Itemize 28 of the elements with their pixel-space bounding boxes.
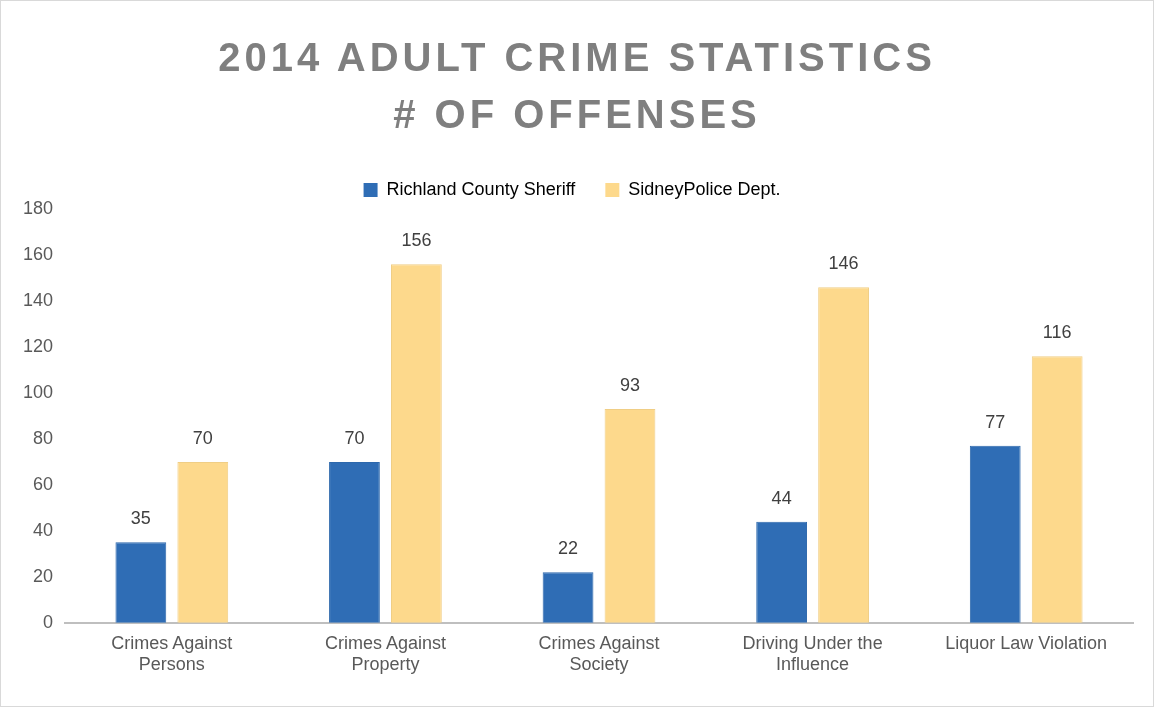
x-tick-label: Driving Under the Influence bbox=[742, 632, 883, 675]
y-tick-label: 120 bbox=[22, 335, 54, 356]
chart-title: 2014 ADULT CRIME STATISTICS # OF OFFENSES bbox=[217, 34, 937, 138]
data-label: 116 bbox=[1042, 322, 1072, 343]
x-tick-label: Crimes Against Society bbox=[538, 632, 660, 675]
x-tick-label: Crimes Against Persons bbox=[111, 632, 233, 675]
x-tick-label: Crimes Against Property bbox=[324, 632, 446, 675]
y-tick-label: 160 bbox=[22, 243, 54, 264]
y-tick-label: 20 bbox=[33, 565, 54, 586]
data-label: 70 bbox=[192, 427, 213, 448]
y-tick-label: 60 bbox=[33, 473, 54, 494]
y-tick-label: 100 bbox=[22, 381, 54, 402]
data-label: 93 bbox=[619, 374, 640, 395]
data-label: 146 bbox=[828, 253, 859, 274]
y-tick-label: 140 bbox=[22, 289, 54, 310]
y-tick-label: 80 bbox=[33, 427, 54, 448]
y-tick-label: 180 bbox=[22, 197, 54, 218]
y-tick-label: 40 bbox=[33, 519, 54, 540]
data-label: 70 bbox=[344, 427, 365, 448]
data-label: 22 bbox=[558, 538, 579, 559]
data-label: 77 bbox=[985, 411, 1006, 432]
data-label: 44 bbox=[771, 487, 792, 508]
data-label: 156 bbox=[401, 230, 432, 251]
legend-label: SidneyPolice Dept. bbox=[628, 178, 781, 199]
legend-label: Richland County Sheriff bbox=[386, 178, 577, 199]
y-tick-label: 0 bbox=[43, 611, 54, 632]
x-tick-label: Liquor Law Violation bbox=[945, 632, 1108, 653]
data-label: 35 bbox=[130, 508, 151, 529]
